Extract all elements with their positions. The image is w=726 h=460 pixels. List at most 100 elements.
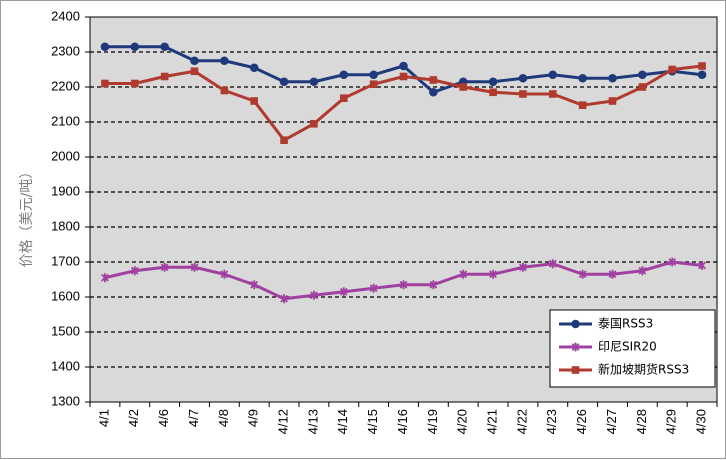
x-tick-label: 4/29 (664, 409, 679, 434)
legend-item: 印尼SIR20 (559, 340, 657, 354)
data-point (220, 86, 229, 95)
data-point (459, 269, 468, 279)
data-point (220, 56, 229, 66)
data-point (280, 136, 288, 144)
y-tick-label: 2100 (51, 113, 80, 128)
data-point (488, 77, 498, 87)
y-tick-label: 1700 (51, 253, 80, 268)
x-tick-label: 4/27 (604, 409, 619, 434)
data-point (429, 76, 438, 84)
y-tick-label: 2300 (51, 43, 80, 58)
data-point (160, 262, 169, 272)
data-point (250, 280, 259, 290)
data-point (698, 62, 706, 70)
series-group (100, 42, 707, 304)
data-point (638, 83, 647, 91)
y-tick-label: 1400 (51, 358, 80, 373)
data-point (190, 56, 199, 66)
series-2 (101, 257, 706, 304)
data-point (578, 269, 587, 279)
x-tick-label: 4/19 (425, 409, 440, 434)
legend-item: 新加坡期货RSS3 (559, 362, 689, 377)
data-point (571, 366, 580, 374)
series-3 (101, 62, 706, 144)
data-point (429, 280, 438, 290)
data-point (339, 94, 348, 102)
x-tick-label: 4/9 (246, 409, 261, 427)
data-point (668, 257, 677, 267)
x-tick-label: 4/30 (694, 409, 709, 434)
data-point (309, 77, 319, 87)
data-point (519, 90, 527, 98)
data-point (280, 294, 288, 304)
x-tick-label: 4/21 (485, 409, 500, 434)
legend-item: 泰国RSS3 (559, 317, 653, 331)
data-point (190, 262, 199, 272)
series-1 (100, 42, 707, 97)
x-tick-label: 4/15 (365, 409, 380, 434)
data-point (369, 80, 378, 88)
x-tick-label: 4/22 (514, 409, 529, 434)
data-point (399, 280, 408, 290)
data-point (578, 73, 587, 83)
data-point (608, 269, 617, 279)
data-point (638, 70, 647, 80)
data-point (489, 88, 497, 97)
data-point (519, 262, 527, 272)
x-tick-label: 4/8 (216, 409, 231, 427)
data-point (399, 61, 408, 71)
data-point (101, 79, 109, 88)
data-point (489, 269, 497, 279)
data-point (608, 97, 617, 105)
y-tick-label: 1300 (51, 393, 80, 408)
y-tick-label: 1800 (51, 218, 80, 233)
data-point (697, 70, 707, 80)
data-point (518, 73, 528, 83)
data-point (369, 70, 378, 80)
x-tick-label: 4/20 (455, 409, 470, 434)
y-tick-label: 2400 (51, 8, 80, 23)
data-point (100, 42, 110, 52)
data-point (668, 65, 677, 74)
data-point (279, 77, 289, 87)
data-point (160, 42, 169, 52)
x-tick-label: 4/26 (574, 409, 589, 434)
data-point (310, 119, 318, 128)
y-tick-label: 2000 (51, 148, 80, 163)
legend: 泰国RSS3 印尼SIR20 新加坡期货RSS3 (549, 309, 716, 388)
data-point (250, 97, 259, 105)
data-point (130, 266, 139, 276)
legend-label: 新加坡期货RSS3 (598, 362, 689, 377)
legend-label: 泰国RSS3 (598, 317, 653, 331)
x-tick-label: 4/12 (276, 409, 291, 434)
data-point (698, 261, 706, 270)
data-point (429, 87, 438, 97)
data-point (459, 83, 468, 91)
data-point (160, 72, 169, 81)
data-point (130, 79, 139, 88)
data-point (339, 287, 348, 297)
data-point (578, 101, 587, 109)
x-tick-label: 4/23 (544, 409, 559, 434)
data-point (130, 42, 140, 52)
x-tick-label: 4/6 (156, 409, 171, 427)
x-tick-label: 4/2 (126, 409, 141, 427)
x-tick-label: 4/16 (395, 409, 410, 434)
x-axis-ticks: 4/1 4/2 4/6 4/7 4/8 4/9 4/12 4/13 4/14 4/15 4/16 4/… (89, 402, 718, 434)
y-tick-label: 1900 (51, 183, 80, 198)
y-tick-label: 2200 (51, 78, 80, 93)
legend-label: 印尼SIR20 (598, 340, 657, 354)
x-tick-label: 4/7 (186, 409, 201, 427)
x-tick-label: 4/14 (335, 409, 350, 434)
x-tick-label: 4/1 (96, 409, 111, 427)
data-point (369, 283, 378, 293)
data-point (190, 67, 199, 76)
data-point (310, 290, 318, 300)
data-point (101, 273, 109, 283)
data-point (249, 63, 259, 73)
data-point (548, 90, 557, 98)
data-point (638, 266, 647, 276)
data-point (548, 259, 557, 269)
